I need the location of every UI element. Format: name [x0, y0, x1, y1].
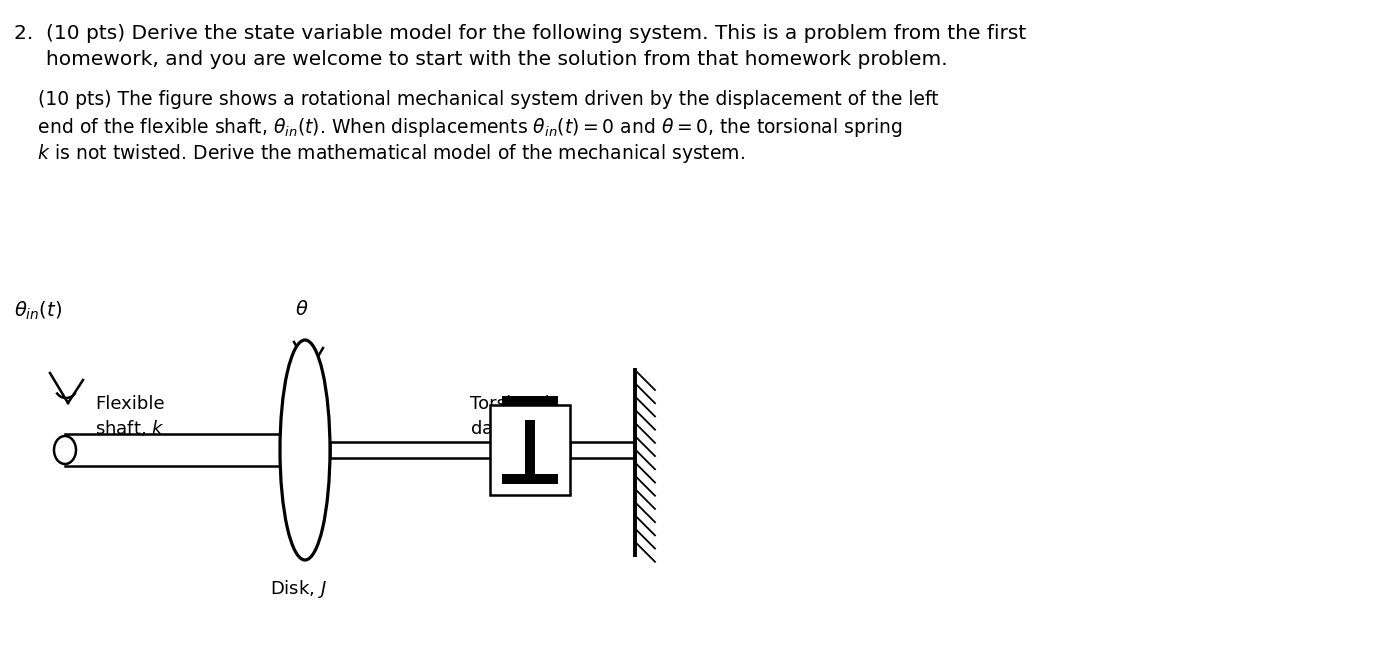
Bar — [490, 405, 570, 495]
Text: (10 pts) The figure shows a rotational mechanical system driven by the displacem: (10 pts) The figure shows a rotational m… — [14, 90, 939, 109]
Text: $\theta$: $\theta$ — [295, 300, 308, 319]
Ellipse shape — [280, 340, 330, 560]
Text: shaft, $k$: shaft, $k$ — [94, 418, 165, 438]
Text: homework, and you are welcome to start with the solution from that homework prob: homework, and you are welcome to start w… — [14, 50, 947, 69]
Bar — [526, 420, 535, 484]
Bar — [502, 474, 558, 484]
Text: $\theta_{in}(t)$: $\theta_{in}(t)$ — [14, 300, 62, 322]
Text: end of the flexible shaft, $\theta_{in}(t)$. When displacements $\theta_{in}(t) : end of the flexible shaft, $\theta_{in}(… — [14, 116, 902, 139]
Bar — [502, 396, 558, 406]
Ellipse shape — [54, 436, 76, 464]
Text: $k$ is not twisted. Derive the mathematical model of the mechanical system.: $k$ is not twisted. Derive the mathemati… — [14, 142, 745, 165]
Text: 2.  (10 pts) Derive the state variable model for the following system. This is a: 2. (10 pts) Derive the state variable mo… — [14, 24, 1026, 43]
Text: Torsional: Torsional — [470, 395, 549, 413]
Text: damper, $b$: damper, $b$ — [470, 418, 565, 440]
Text: Disk, $J$: Disk, $J$ — [270, 578, 327, 600]
Text: Flexible: Flexible — [94, 395, 165, 413]
